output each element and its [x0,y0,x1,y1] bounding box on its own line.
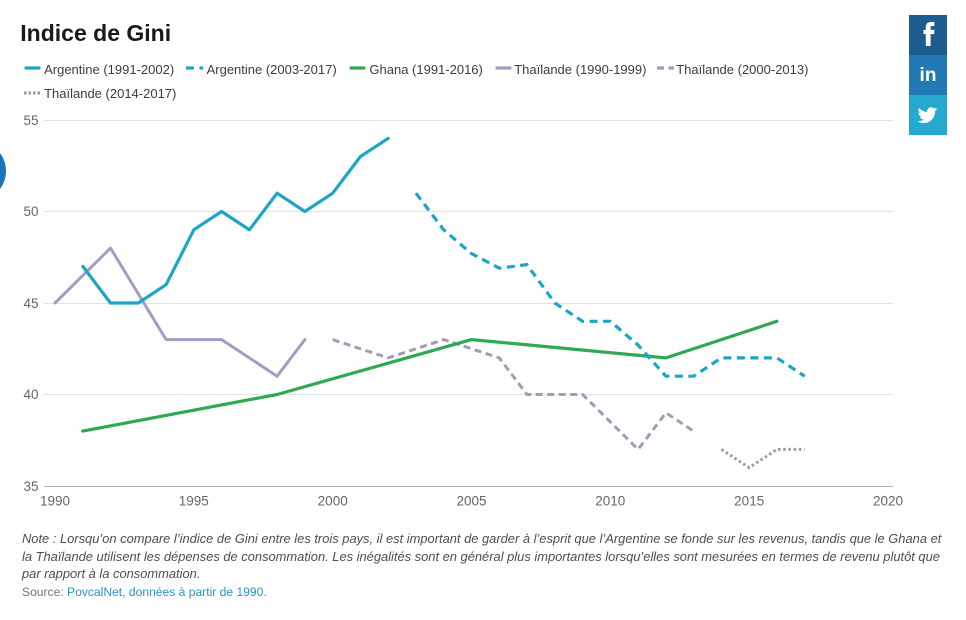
svg-text:40: 40 [23,387,38,402]
svg-text:1990: 1990 [40,494,70,509]
svg-text:45: 45 [23,296,38,311]
svg-text:50: 50 [23,204,38,219]
svg-text:2015: 2015 [734,494,764,509]
svg-text:2020: 2020 [873,494,903,509]
svg-text:35: 35 [23,479,38,494]
svg-text:2000: 2000 [318,494,348,509]
svg-text:2010: 2010 [595,494,625,509]
svg-text:1995: 1995 [179,494,209,509]
svg-text:55: 55 [23,113,38,128]
svg-text:2005: 2005 [456,494,486,509]
